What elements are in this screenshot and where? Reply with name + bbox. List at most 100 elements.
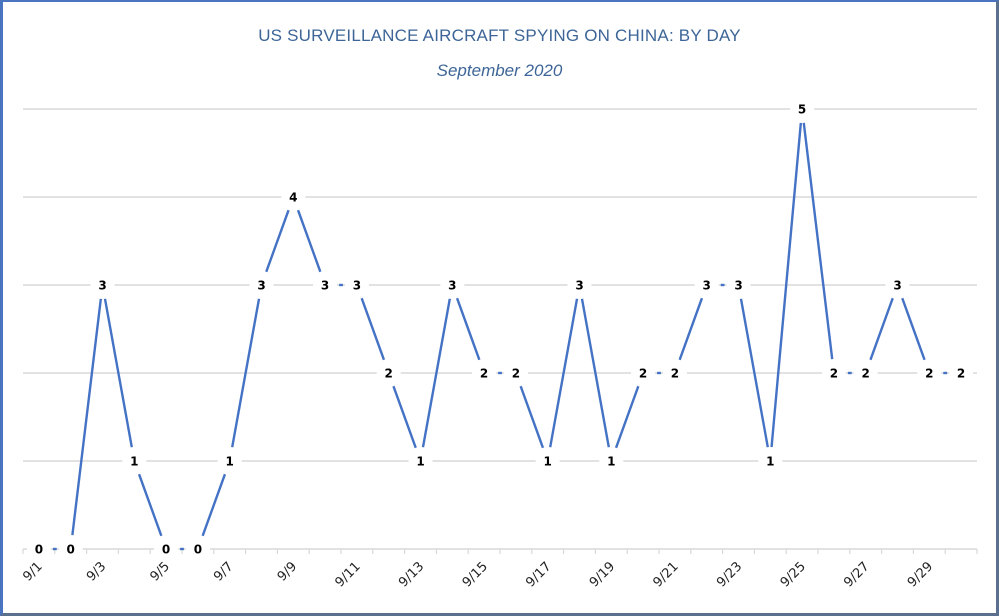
line-segment [71, 298, 103, 536]
data-label-bg [217, 451, 242, 471]
x-tick-label-9/5: 9/5 [148, 559, 173, 584]
data-label-bg [917, 363, 942, 383]
line-segment [296, 209, 322, 273]
data-label-bg [185, 539, 210, 559]
data-label-9/22: 3 [703, 279, 711, 293]
data-label-bg [790, 99, 815, 119]
data-label-9/19: 1 [607, 455, 615, 469]
data-label-bg [58, 539, 83, 559]
line-segment [549, 298, 579, 448]
data-label-bg [631, 363, 656, 383]
data-label-bg [599, 451, 624, 471]
data-label-9/15: 2 [480, 367, 488, 381]
data-label-bg [408, 451, 433, 471]
data-label-9/23: 3 [734, 279, 742, 293]
data-label-9/14: 3 [448, 279, 456, 293]
line-segment [770, 122, 803, 448]
data-label-bg [249, 275, 274, 295]
data-label-bg [949, 363, 974, 383]
x-tick-label-9/25: 9/25 [778, 559, 809, 590]
line-segment [421, 298, 451, 448]
data-label-9/28: 3 [893, 279, 901, 293]
data-label-9/21: 2 [671, 367, 679, 381]
data-label-bg [694, 275, 719, 295]
line-segment [201, 473, 227, 537]
line-segment [265, 209, 290, 273]
line-segment [103, 298, 133, 448]
data-label-bg [726, 275, 751, 295]
data-label-9/2: 0 [67, 543, 75, 557]
line-segment [678, 297, 704, 361]
x-tick-label-9/15: 9/15 [460, 559, 491, 590]
data-label-bg [122, 451, 147, 471]
x-tick-label-9/21: 9/21 [650, 559, 681, 590]
data-label-bg [662, 363, 687, 383]
x-tick-labels: 9/1 9/3 9/5 9/7 9/9 9/11 9/13 9/15 9/17 9/19 9/21 9… [20, 559, 936, 590]
data-label-bg [758, 451, 783, 471]
data-label-bg [440, 275, 465, 295]
x-tick-label-9/1: 9/1 [20, 559, 45, 584]
x-tick-label-9/27: 9/27 [841, 559, 872, 590]
x-tick-label-9/3: 9/3 [84, 559, 109, 584]
line-segment [455, 297, 481, 361]
data-label-9/18: 3 [575, 279, 583, 293]
data-label-bg [853, 363, 878, 383]
data-label-bg [885, 275, 910, 295]
data-label-9/16: 2 [512, 367, 520, 381]
data-label-bg [90, 275, 115, 295]
x-tick-label-9/19: 9/19 [587, 559, 618, 590]
series-line [52, 122, 948, 551]
data-label-9/29: 2 [925, 367, 933, 381]
x-tick-label-9/7: 9/7 [211, 559, 236, 584]
line-segment [869, 297, 894, 361]
data-label-9/12: 2 [385, 367, 393, 381]
data-label-bg [376, 363, 401, 383]
data-label-9/5: 0 [162, 543, 170, 557]
x-tick-label-9/11: 9/11 [332, 559, 363, 590]
data-labels: 0 0 3 1 0 0 1 3 4 3 3 2 1 3 2 2 1 3 1 2 2 3 3 1 5 2 2 3 2 2 [26, 99, 974, 559]
data-label-9/17: 1 [544, 455, 552, 469]
data-label-9/26: 2 [830, 367, 838, 381]
x-tick-label-9/29: 9/29 [905, 559, 936, 590]
line-segment [519, 385, 545, 449]
data-label-9/13: 1 [416, 455, 424, 469]
line-segment [739, 298, 769, 448]
x-tick-label-9/9: 9/9 [275, 559, 300, 584]
data-label-bg [313, 275, 338, 295]
data-label-bg [26, 539, 51, 559]
x-tick-label-9/13: 9/13 [396, 559, 427, 590]
data-label-9/27: 2 [862, 367, 870, 381]
data-label-9/6: 0 [194, 543, 202, 557]
line-segment [360, 297, 386, 361]
x-tick-label-9/17: 9/17 [523, 559, 554, 590]
line-segment [137, 473, 163, 537]
data-label-9/3: 3 [98, 279, 106, 293]
data-label-bg [567, 275, 592, 295]
line-segment [802, 122, 834, 360]
data-label-9/25: 5 [798, 103, 806, 117]
gridlines [23, 108, 977, 462]
data-label-bg [503, 363, 528, 383]
line-segment [580, 298, 610, 448]
data-label-9/11: 3 [353, 279, 361, 293]
line-segment [231, 298, 261, 448]
data-label-bg [821, 363, 846, 383]
data-label-9/10: 3 [321, 279, 329, 293]
data-label-9/9: 4 [289, 191, 297, 205]
line-segment [392, 385, 417, 449]
x-tick-label-9/23: 9/23 [714, 559, 745, 590]
data-label-bg [154, 539, 179, 559]
data-label-9/7: 1 [226, 455, 234, 469]
data-label-bg [535, 451, 560, 471]
line-segment [901, 297, 926, 361]
data-label-9/4: 1 [130, 455, 138, 469]
chart-title: US SURVEILLANCE AIRCRAFT SPYING ON CHINA… [258, 26, 741, 45]
data-label-bg [281, 187, 306, 207]
data-label-9/20: 2 [639, 367, 647, 381]
data-label-9/1: 0 [35, 543, 43, 557]
data-label-bg [344, 275, 369, 295]
chart-subtitle: September 2020 [436, 61, 563, 80]
data-label-bg [472, 363, 497, 383]
data-label-9/24: 1 [766, 455, 774, 469]
